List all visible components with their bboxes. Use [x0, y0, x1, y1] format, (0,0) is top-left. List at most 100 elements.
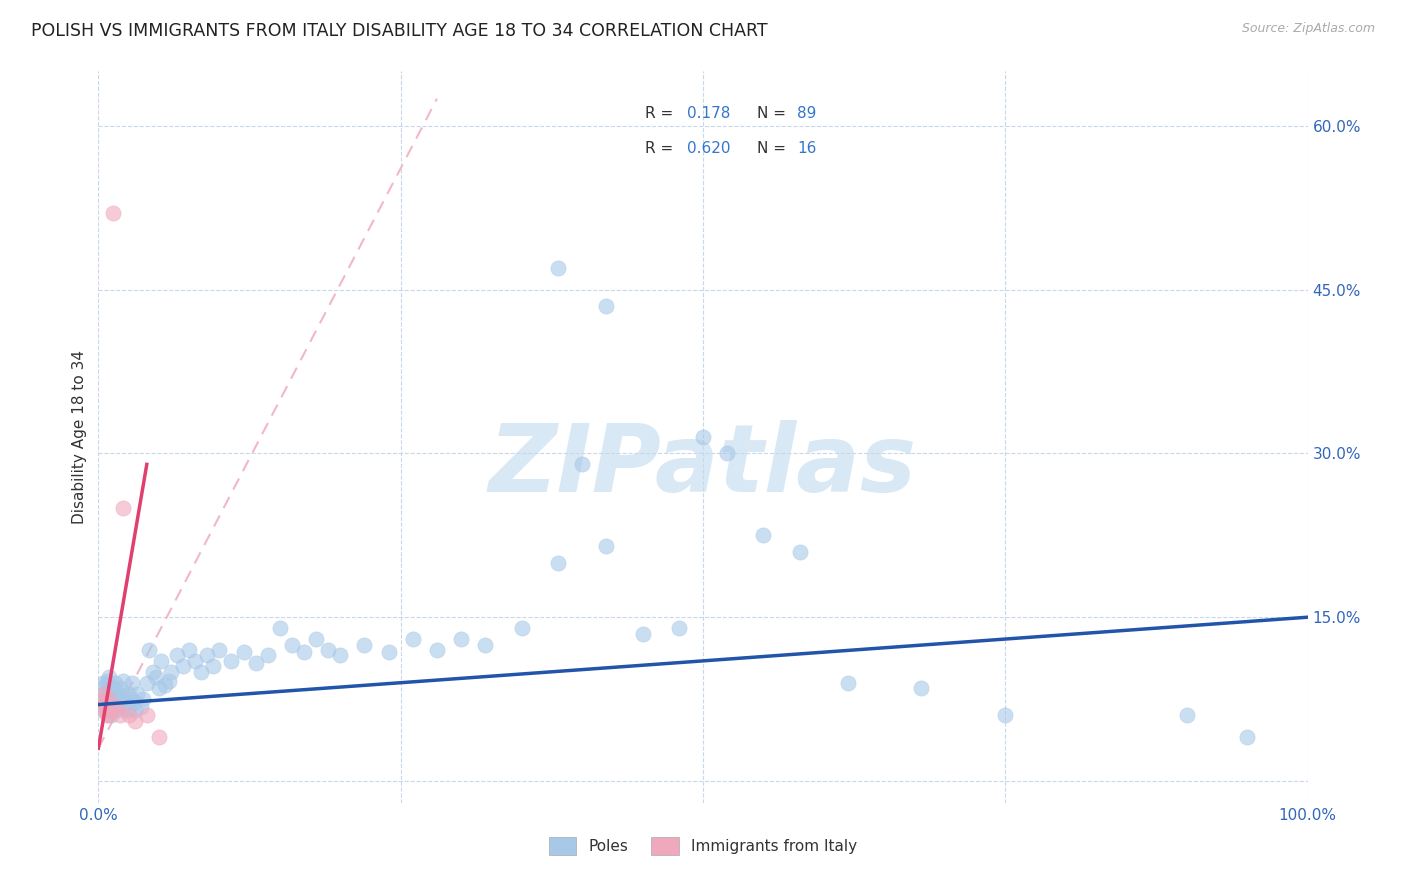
Point	[108, 699, 131, 714]
Point	[195, 648, 218, 663]
Text: POLISH VS IMMIGRANTS FROM ITALY DISABILITY AGE 18 TO 34 CORRELATION CHART: POLISH VS IMMIGRANTS FROM ITALY DISABILI…	[31, 22, 768, 40]
Point	[108, 681, 131, 695]
Point	[114, 695, 136, 709]
Point	[142, 665, 165, 679]
Text: 16: 16	[797, 141, 817, 156]
Point	[98, 703, 121, 717]
Point	[232, 645, 254, 659]
Point	[101, 699, 124, 714]
Point	[124, 703, 146, 717]
Point	[1236, 731, 1258, 745]
Point	[353, 638, 375, 652]
Text: 89: 89	[797, 106, 817, 121]
Point	[111, 673, 134, 688]
Legend: Poles, Immigrants from Italy: Poles, Immigrants from Italy	[543, 831, 863, 861]
Point	[135, 675, 157, 690]
Point	[172, 659, 194, 673]
Point	[153, 678, 176, 692]
Point	[256, 648, 278, 663]
Point	[595, 299, 617, 313]
Point	[101, 206, 124, 220]
Point	[305, 632, 328, 646]
Point	[292, 645, 315, 659]
Point	[118, 708, 141, 723]
Point	[752, 528, 775, 542]
Point	[121, 675, 143, 690]
Point	[108, 708, 131, 723]
Point	[103, 695, 125, 709]
Point	[101, 681, 124, 695]
Point	[98, 708, 121, 723]
Point	[97, 695, 120, 709]
Point	[208, 643, 231, 657]
Point	[100, 708, 122, 723]
Point	[94, 687, 117, 701]
Point	[316, 643, 339, 657]
Point	[104, 675, 127, 690]
Point	[426, 643, 449, 657]
Point	[91, 698, 114, 712]
Point	[90, 681, 112, 695]
Point	[269, 621, 291, 635]
Point	[100, 698, 122, 712]
Point	[96, 708, 118, 723]
Point	[94, 699, 117, 714]
Point	[124, 714, 146, 728]
Point	[450, 632, 472, 646]
Point	[184, 654, 207, 668]
Point	[124, 695, 146, 709]
Point	[91, 675, 114, 690]
Point	[202, 659, 225, 673]
Point	[245, 656, 267, 670]
Text: ZIPatlas: ZIPatlas	[489, 420, 917, 512]
Y-axis label: Disability Age 18 to 34: Disability Age 18 to 34	[72, 350, 87, 524]
Point	[571, 458, 593, 472]
Point	[97, 692, 120, 706]
Point	[93, 703, 115, 717]
Point	[105, 703, 128, 717]
Point	[547, 260, 569, 275]
Point	[96, 699, 118, 714]
Point	[1175, 708, 1198, 723]
Point	[129, 699, 152, 714]
Point	[93, 687, 115, 701]
Point	[631, 626, 654, 640]
Point	[716, 446, 738, 460]
Point	[105, 687, 128, 701]
Point	[160, 665, 183, 679]
Point	[789, 545, 811, 559]
Point	[377, 645, 399, 659]
Point	[107, 692, 129, 706]
Text: R =: R =	[645, 141, 678, 156]
Point	[148, 731, 170, 745]
Point	[91, 703, 114, 717]
Point	[668, 621, 690, 635]
Point	[96, 673, 118, 688]
Point	[179, 643, 201, 657]
Point	[402, 632, 425, 646]
Point	[329, 648, 352, 663]
Point	[474, 638, 496, 652]
Point	[111, 689, 134, 703]
Point	[118, 687, 141, 701]
Point	[110, 698, 132, 712]
Point	[111, 501, 134, 516]
Point	[510, 621, 533, 635]
Point	[100, 703, 122, 717]
Point	[148, 681, 170, 695]
Point	[910, 681, 932, 695]
Point	[190, 665, 212, 679]
Point	[595, 539, 617, 553]
Point	[157, 673, 180, 688]
Point	[100, 689, 122, 703]
Point	[221, 654, 243, 668]
Point	[115, 703, 138, 717]
Point	[994, 708, 1017, 723]
Point	[150, 654, 173, 668]
Point	[98, 670, 121, 684]
Point	[118, 699, 141, 714]
Text: N =: N =	[758, 106, 786, 121]
Point	[145, 670, 167, 684]
Point	[100, 684, 122, 698]
Text: 0.178: 0.178	[688, 106, 731, 121]
